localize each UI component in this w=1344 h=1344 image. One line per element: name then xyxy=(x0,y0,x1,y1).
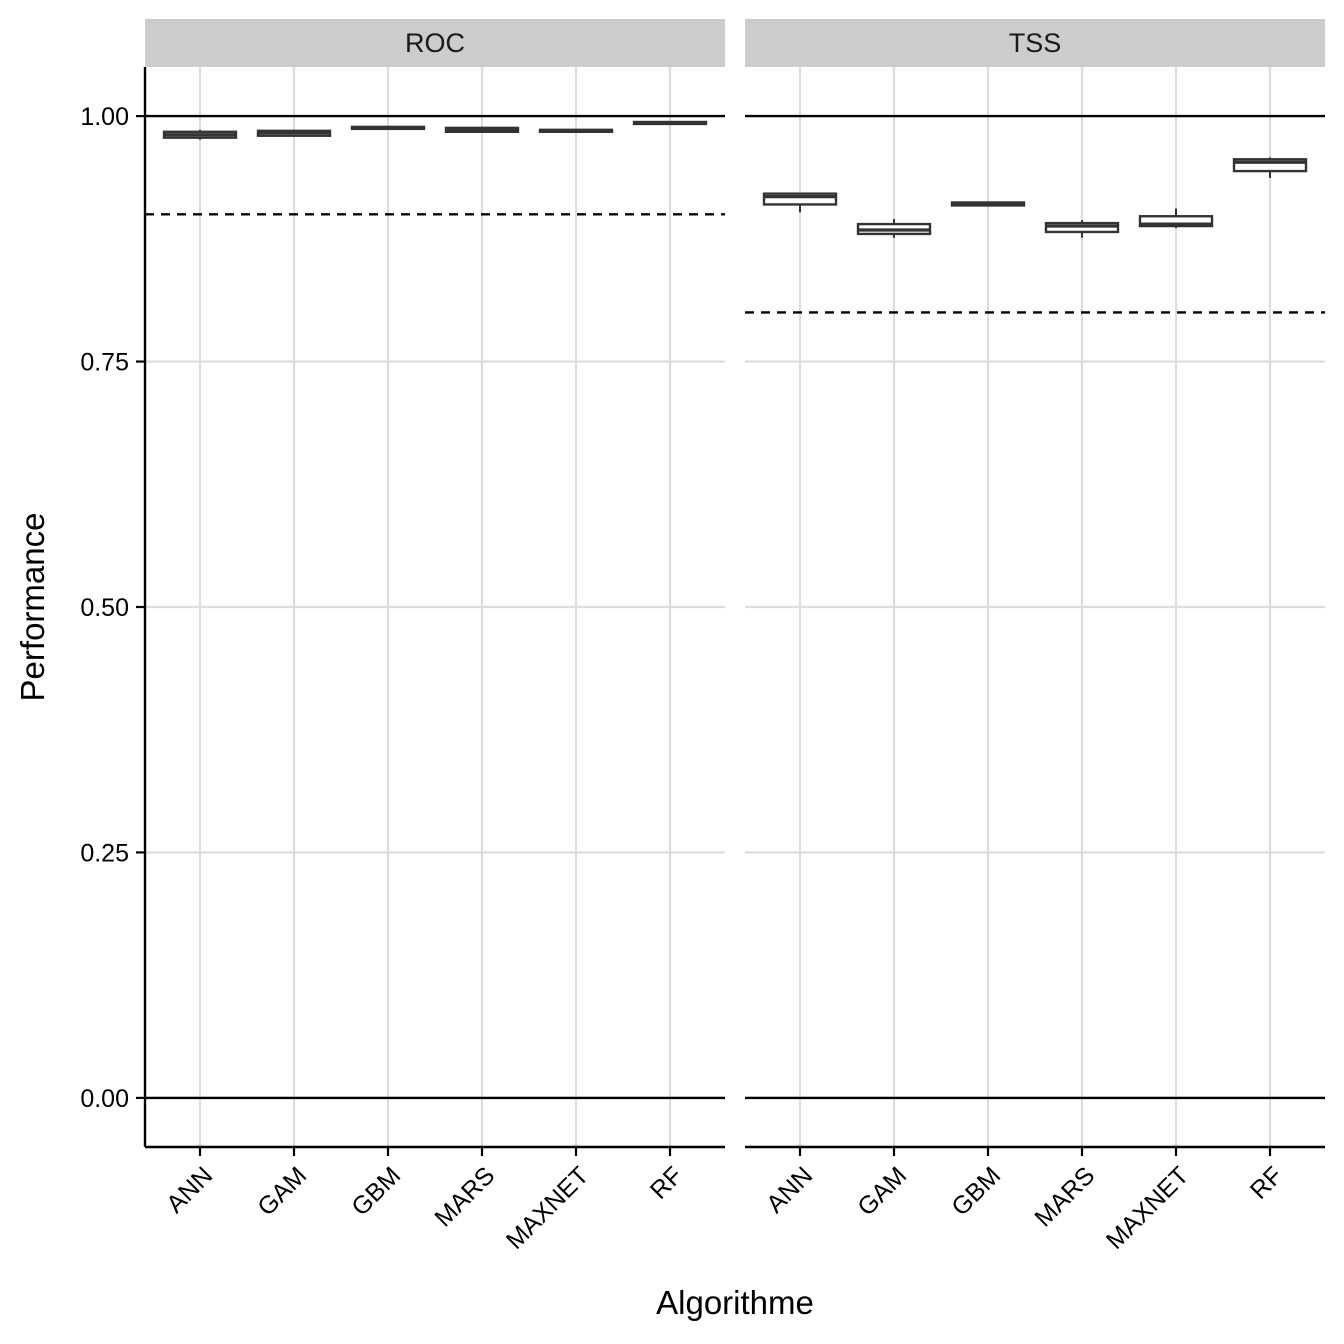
box-iqr xyxy=(1232,158,1308,173)
x-tick-label: MARS xyxy=(429,1161,500,1232)
box-gam xyxy=(256,129,332,137)
panel-strip xyxy=(745,19,1325,67)
box-gam xyxy=(856,219,932,238)
box-rf xyxy=(632,120,708,126)
y-tick-label: 0.25 xyxy=(80,839,129,867)
x-tick-label: GAM xyxy=(852,1161,912,1221)
x-tick-label: RF xyxy=(645,1161,688,1204)
box-ann xyxy=(162,129,238,140)
x-tick-label: GBM xyxy=(946,1161,1006,1221)
x-tick-label: GBM xyxy=(346,1161,406,1221)
box-mars xyxy=(1044,220,1120,238)
panel-tss: TSS ANN GAM GBM MARS MAXNET RF xyxy=(745,19,1325,1255)
y-tick-label: 0.75 xyxy=(80,349,129,377)
box-mars xyxy=(444,126,520,133)
box-iqr xyxy=(762,192,838,206)
x-tick-label: RF xyxy=(1245,1161,1288,1204)
panel-strip-label: TSS xyxy=(1009,28,1062,58)
x-tick-label: ANN xyxy=(161,1161,218,1218)
box-gbm xyxy=(950,201,1026,207)
box-rf xyxy=(1232,157,1308,178)
x-tick-label: MAXNET xyxy=(1101,1161,1194,1254)
box-iqr xyxy=(1138,215,1214,228)
box-ann xyxy=(762,192,838,213)
y-axis: 0.00 0.25 0.50 0.75 1.00 xyxy=(80,67,147,1147)
box-maxnet xyxy=(538,128,614,134)
y-tick-label: 1.00 xyxy=(80,103,129,131)
panel-strip-label: ROC xyxy=(405,28,465,58)
box-maxnet xyxy=(1138,208,1214,229)
x-tick-label: MAXNET xyxy=(501,1161,594,1254)
x-tick-label: GAM xyxy=(252,1161,312,1221)
y-tick-label: 0.50 xyxy=(80,594,129,622)
y-tick-label: 0.00 xyxy=(80,1085,129,1113)
x-axis-title: Algorithme xyxy=(656,1284,814,1321)
x-tick-label: ANN xyxy=(761,1161,818,1218)
panel-strip xyxy=(145,19,725,67)
box-gbm xyxy=(350,125,426,131)
x-tick-label: MARS xyxy=(1029,1161,1100,1232)
panel-roc: ROC ANN GAM GBM MARS MAXNET RF xyxy=(145,19,725,1255)
y-axis-title: Performance xyxy=(14,513,51,702)
